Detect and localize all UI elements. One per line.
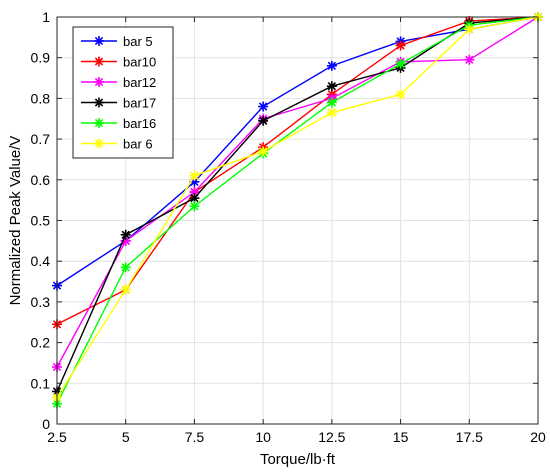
data-point-marker bbox=[94, 56, 104, 67]
y-tick-label: 0.6 bbox=[31, 172, 51, 188]
y-tick-label: 1 bbox=[42, 9, 50, 25]
y-tick-label: 0.3 bbox=[31, 294, 51, 310]
legend-label: bar16 bbox=[123, 116, 156, 131]
legend-entry: bar10 bbox=[81, 55, 156, 70]
series-line bbox=[56, 16, 539, 404]
x-tick-label: 17.5 bbox=[456, 429, 483, 445]
x-tick-label: 7.5 bbox=[185, 429, 205, 445]
data-point-marker bbox=[258, 146, 269, 157]
legend-entry: bar 6 bbox=[81, 137, 153, 152]
data-point-marker bbox=[189, 201, 200, 212]
legend-label: bar 6 bbox=[123, 137, 153, 152]
data-point-marker bbox=[326, 107, 337, 118]
y-tick-label: 0 bbox=[42, 416, 50, 432]
legend-label: bar12 bbox=[123, 75, 156, 90]
x-tick-label: 15 bbox=[393, 429, 409, 445]
data-point-marker bbox=[94, 36, 104, 46]
legend-entry: bar 5 bbox=[81, 34, 153, 49]
data-point-marker bbox=[94, 118, 104, 128]
data-point-marker bbox=[326, 97, 337, 108]
data-point-marker bbox=[94, 138, 104, 149]
legend-label: bar 5 bbox=[123, 34, 153, 49]
y-axis-title: Normalized Peak Value/V bbox=[7, 136, 24, 306]
data-point-marker bbox=[120, 262, 131, 273]
data-point-marker bbox=[395, 40, 406, 51]
x-tick-label: 10 bbox=[255, 429, 271, 445]
series-line bbox=[56, 16, 539, 368]
legend: bar 5 bar10 bar12 bar17 bar16 bar 6 bbox=[72, 26, 174, 159]
data-point-marker bbox=[326, 81, 337, 92]
y-tick-label: 0.4 bbox=[31, 253, 51, 269]
y-tick-label: 0.9 bbox=[31, 50, 51, 66]
x-tick-label: 5 bbox=[122, 429, 130, 445]
data-point-marker bbox=[94, 97, 104, 108]
y-tick-label: 0.8 bbox=[31, 90, 51, 106]
x-tick-label: 20 bbox=[530, 429, 546, 445]
series-line bbox=[56, 16, 539, 398]
data-point-marker bbox=[189, 170, 200, 181]
x-axis-title: Torque/lb·ft bbox=[260, 451, 336, 468]
y-tick-label: 0.1 bbox=[31, 375, 51, 391]
data-point-marker bbox=[120, 235, 131, 246]
legend-entry: bar12 bbox=[81, 75, 156, 90]
data-point-marker bbox=[464, 54, 475, 65]
y-tick-label: 0.5 bbox=[31, 213, 51, 229]
x-tick-label: 2.5 bbox=[47, 429, 67, 445]
series-bar-6 bbox=[52, 12, 543, 403]
legend-entry: bar16 bbox=[81, 116, 156, 131]
axis-ticks: 2.5 5 7.5 10 12.5 15 17.5 20 0 0.1 0.2 0.3 0.4 0.5 0.6… bbox=[31, 9, 546, 445]
series-line bbox=[56, 16, 539, 325]
y-tick-label: 0.7 bbox=[31, 131, 51, 147]
series-line bbox=[56, 16, 539, 392]
y-tick-label: 0.2 bbox=[31, 335, 51, 351]
data-point-marker bbox=[120, 229, 131, 240]
data-point-marker bbox=[395, 89, 406, 100]
x-tick-label: 12.5 bbox=[318, 429, 345, 445]
data-point-marker bbox=[326, 60, 337, 71]
legend-label: bar10 bbox=[123, 55, 156, 70]
legend-label: bar17 bbox=[123, 96, 156, 111]
data-point-marker bbox=[120, 284, 131, 295]
data-point-marker bbox=[464, 24, 475, 35]
data-point-marker bbox=[395, 58, 406, 69]
data-point-marker bbox=[94, 77, 104, 87]
legend-entry: bar17 bbox=[81, 96, 156, 111]
data-point-marker bbox=[258, 115, 269, 126]
legend-box bbox=[72, 26, 174, 159]
data-point-marker bbox=[258, 101, 269, 112]
